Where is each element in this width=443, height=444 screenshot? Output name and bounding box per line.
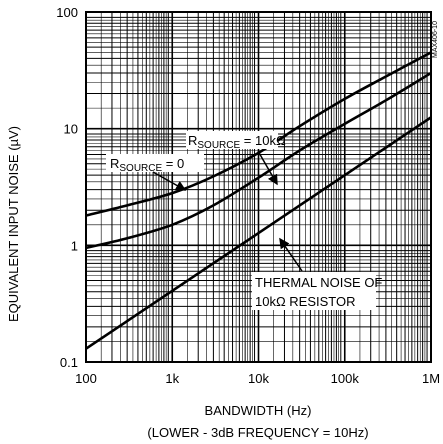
y-tick-labels: 0.1 1 10 100 (56, 5, 78, 370)
curve-thermal-noise (85, 116, 432, 350)
x-tick-labels: 100 1k 10k 100k 1M (75, 371, 440, 386)
y-tick-label: 0.1 (60, 355, 78, 370)
svg-text:RSOURCE = 0: RSOURCE = 0 (110, 156, 184, 174)
annotation-thermal-line1: THERMAL NOISE OF (255, 275, 382, 290)
x-axis-note: (LOWER - 3dB FREQUENCY = 10Hz) (147, 425, 368, 440)
figure-code: MAX406-10 (432, 21, 439, 58)
svg-text:RSOURCE = 10kΩ: RSOURCE = 10kΩ (188, 133, 286, 151)
arrow-thermal-noise (279, 237, 303, 272)
x-tick-label: 100k (331, 371, 360, 386)
annotation-rsource-0: RSOURCE = 0 (106, 154, 204, 174)
annotation-rsource-0-r: R (110, 156, 119, 171)
annotation-thermal-line2: 10kΩ RESISTOR (255, 294, 356, 309)
x-axis-title: BANDWIDTH (Hz) (205, 403, 312, 418)
arrow-rsource-10k (257, 150, 278, 186)
annotation-rsource-10k-rest: = 10kΩ (240, 133, 286, 148)
x-tick-label: 1k (165, 371, 179, 386)
annotation-rsource-10k-r: R (188, 133, 197, 148)
arrow-rsource-0 (152, 171, 187, 191)
curve-rsource-0 (85, 71, 432, 250)
annotation-thermal-noise: THERMAL NOISE OF 10kΩ RESISTOR (252, 272, 382, 310)
x-tick-label: 100 (75, 371, 97, 386)
y-tick-label: 1 (71, 238, 78, 253)
annotation-rsource-0-sub: SOURCE (119, 163, 162, 174)
x-tick-label: 10k (248, 371, 269, 386)
y-axis-title: EQUIVALENT INPUT NOISE (µV) (6, 126, 21, 322)
annotation-rsource-10k-sub: SOURCE (197, 140, 240, 151)
plot-frame (85, 11, 432, 363)
x-tick-label: 1M (422, 371, 440, 386)
annotation-rsource-10k: RSOURCE = 10kΩ (186, 131, 286, 151)
annotation-rsource-0-rest: = 0 (162, 156, 184, 171)
y-tick-label: 10 (64, 122, 78, 137)
y-tick-label: 100 (56, 5, 78, 20)
